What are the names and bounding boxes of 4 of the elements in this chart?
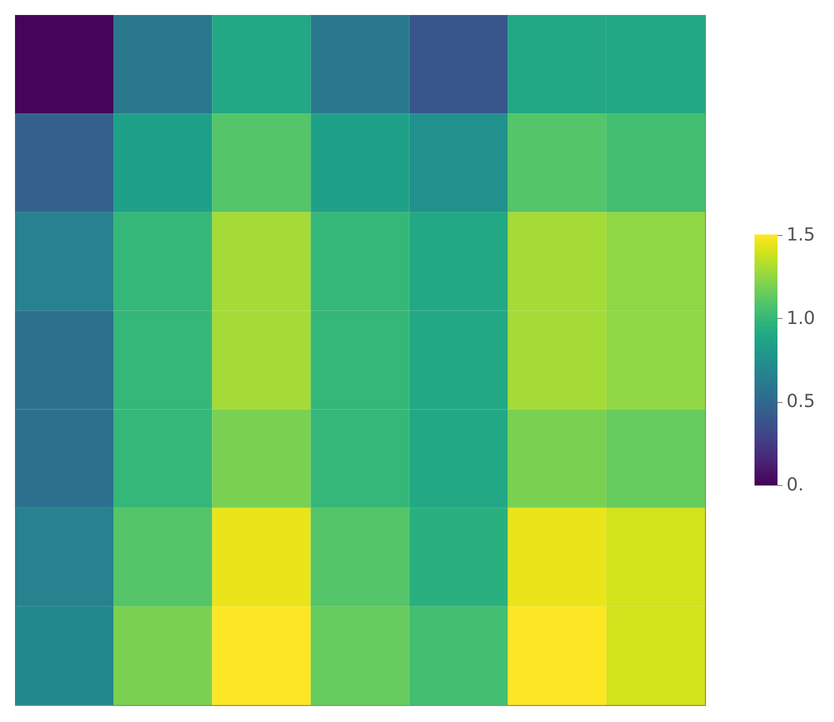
color-bar-label: 1.5 — [786, 224, 816, 246]
color-bar-label: 0. — [786, 474, 804, 496]
color-bar-label: 1.0 — [786, 308, 816, 329]
color-bar-label: 0.5 — [786, 391, 816, 412]
